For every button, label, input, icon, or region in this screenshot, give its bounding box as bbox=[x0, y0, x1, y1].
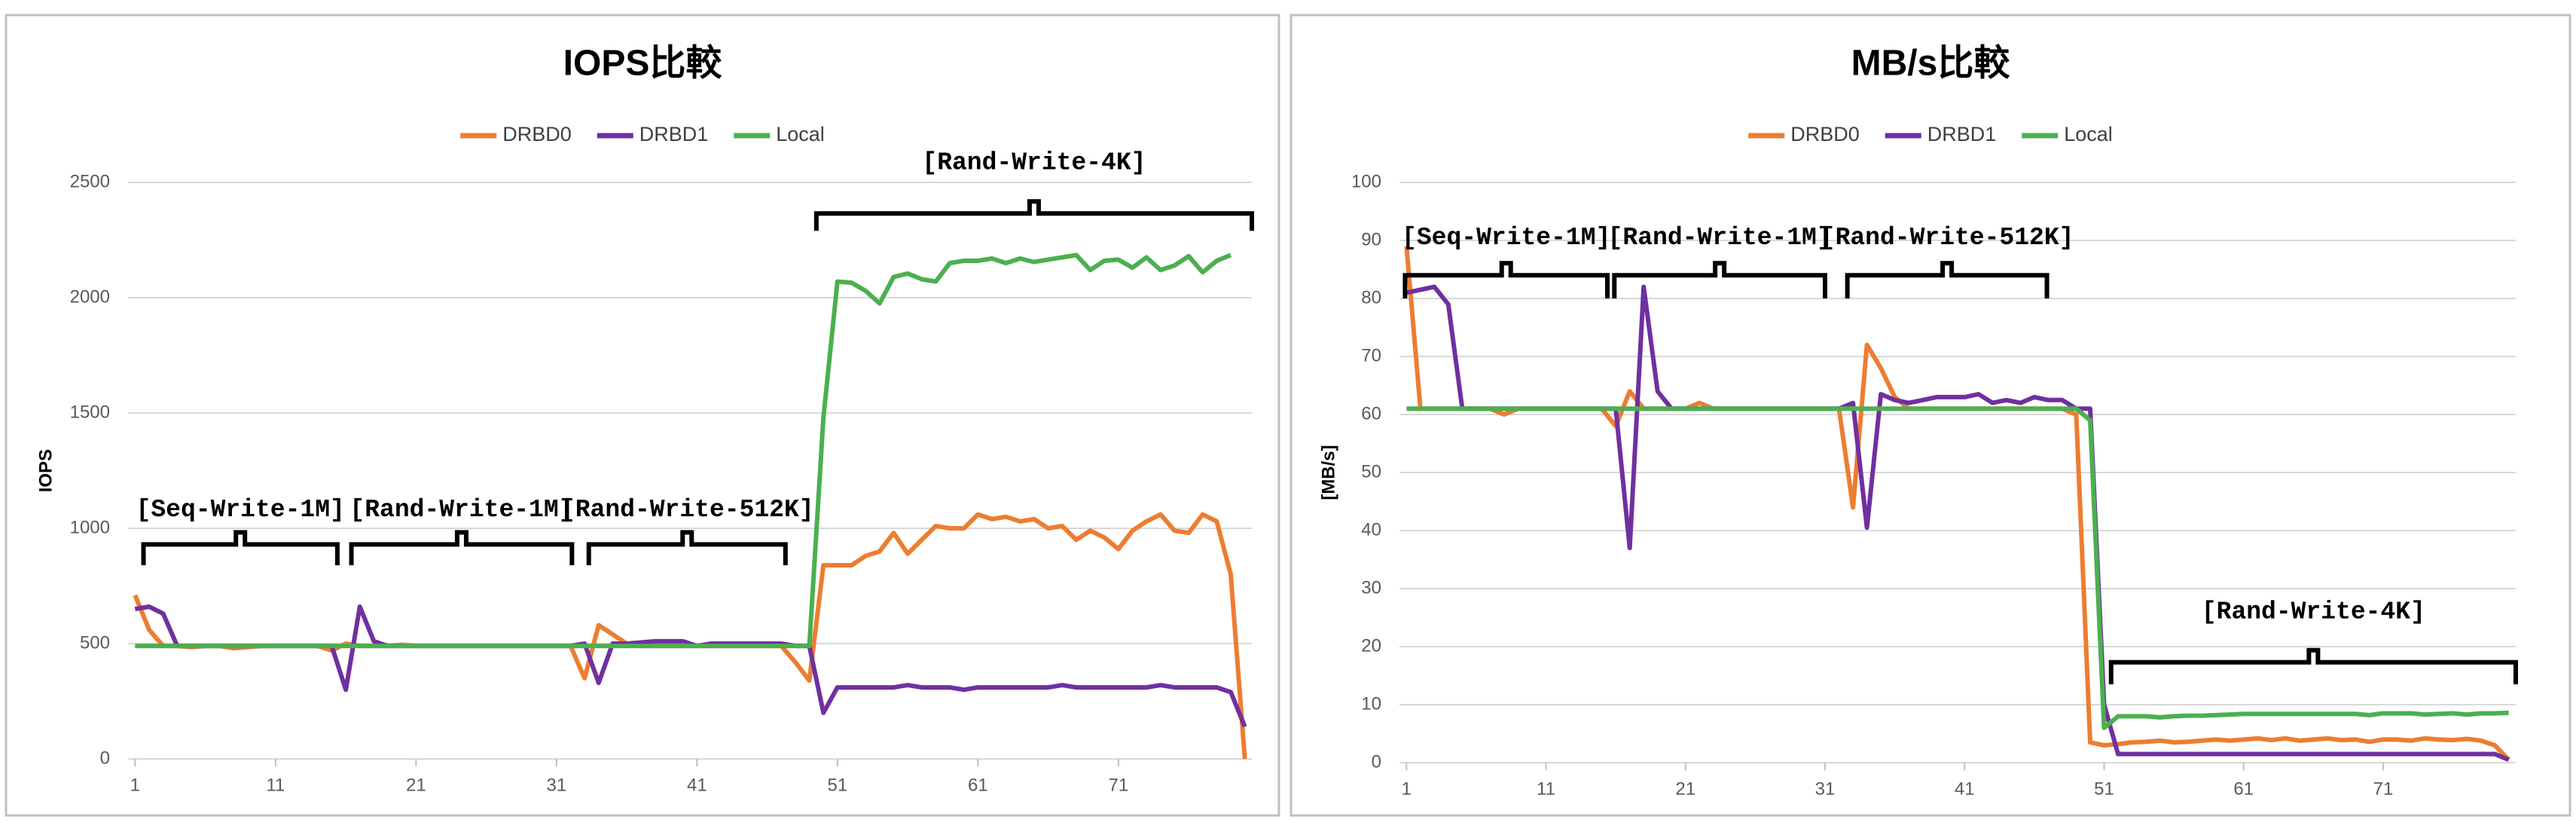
legend-item: DRBD0 bbox=[460, 123, 572, 145]
annotation-bracket bbox=[586, 530, 788, 565]
y-tick-label: 80 bbox=[1361, 287, 1381, 307]
x-tick-label: 41 bbox=[687, 775, 707, 795]
x-tick-label: 31 bbox=[1815, 779, 1836, 799]
x-tick-label: 11 bbox=[1537, 779, 1555, 799]
series-line bbox=[1406, 406, 2509, 730]
legend-label: Local bbox=[2064, 123, 2113, 145]
chart-title: IOPS比較 bbox=[563, 44, 723, 84]
legend-label: DRBD1 bbox=[1927, 123, 1997, 145]
annotation-bracket bbox=[141, 530, 340, 565]
legend-item: DRBD1 bbox=[597, 123, 709, 145]
y-tick-label: 100 bbox=[1351, 171, 1381, 191]
y-tick-label: 10 bbox=[1361, 693, 1381, 714]
y-tick-label: 60 bbox=[1361, 403, 1381, 424]
y-tick-label: 1500 bbox=[70, 402, 110, 422]
y-tick-label: 500 bbox=[80, 632, 110, 653]
y-axis-title: IOPS bbox=[35, 449, 56, 492]
x-tick-label: 21 bbox=[406, 775, 426, 795]
x-tick-label: 51 bbox=[2094, 779, 2114, 799]
series-line bbox=[135, 252, 1232, 649]
x-tick-label: 11 bbox=[266, 775, 285, 795]
legend-label: DRBD0 bbox=[502, 123, 572, 145]
y-tick-label: 90 bbox=[1361, 229, 1381, 249]
y-tick-label: 70 bbox=[1361, 345, 1381, 366]
y-tick-label: 0 bbox=[100, 748, 110, 768]
annotation-label: [Rand-Write-4K] bbox=[2202, 598, 2425, 626]
y-axis-title: [MB/s] bbox=[1318, 445, 1338, 500]
panel-frame bbox=[5, 14, 1280, 817]
legend-item: DRBD0 bbox=[1748, 123, 1860, 145]
x-tick-label: 1 bbox=[130, 775, 140, 795]
annotation-label: [Rand-Write-1M] bbox=[349, 496, 573, 524]
x-tick-label: 61 bbox=[968, 775, 988, 795]
y-tick-label: 40 bbox=[1361, 519, 1381, 540]
legend: DRBD0 DRBD1 Local bbox=[460, 123, 825, 145]
y-tick-label: 20 bbox=[1361, 635, 1381, 656]
annotation-bracket bbox=[1612, 261, 1828, 298]
legend-item: DRBD1 bbox=[1885, 123, 1997, 145]
annotation-label: [Seq-Write-1M] bbox=[1402, 224, 1610, 252]
legend: DRBD0 DRBD1 Local bbox=[1748, 123, 2113, 145]
x-tick-label: 21 bbox=[1675, 779, 1695, 799]
annotation-label: [Rand-Write-1M] bbox=[1608, 224, 1832, 252]
legend-item: Local bbox=[2022, 123, 2113, 145]
annotation-label: [Rand-Write-4K] bbox=[922, 149, 1146, 177]
x-tick-label: 31 bbox=[546, 775, 566, 795]
legend-label: DRBD1 bbox=[639, 123, 709, 145]
x-tick-label: 71 bbox=[1108, 775, 1128, 795]
annotation-label: [Rand-Write-512K] bbox=[560, 496, 814, 524]
chart-title: MB/s比較 bbox=[1851, 44, 2011, 84]
y-tick-label: 50 bbox=[1361, 461, 1381, 482]
annotation-bracket bbox=[2108, 647, 2518, 685]
legend-item: Local bbox=[734, 123, 825, 145]
legend-label: Local bbox=[776, 123, 825, 145]
x-tick-label: 71 bbox=[2373, 779, 2394, 799]
x-tick-label: 1 bbox=[1402, 779, 1412, 799]
annotation-bracket bbox=[349, 530, 575, 565]
y-tick-label: 0 bbox=[1372, 751, 1381, 772]
annotation-bracket bbox=[1845, 261, 2050, 298]
annotation-bracket bbox=[813, 199, 1254, 231]
y-tick-label: 2000 bbox=[70, 286, 110, 307]
y-tick-label: 1000 bbox=[70, 517, 110, 537]
x-tick-label: 41 bbox=[1955, 779, 1975, 799]
y-tick-label: 2500 bbox=[70, 171, 110, 191]
x-tick-label: 61 bbox=[2233, 779, 2254, 799]
annotation-bracket bbox=[1402, 261, 1610, 298]
annotation-label: [Seq-Write-1M] bbox=[136, 496, 345, 524]
annotation-label: [Rand-Write-512K] bbox=[1821, 224, 2074, 252]
legend-label: DRBD0 bbox=[1790, 123, 1860, 145]
x-tick-label: 51 bbox=[827, 775, 847, 795]
y-tick-label: 30 bbox=[1361, 577, 1381, 598]
